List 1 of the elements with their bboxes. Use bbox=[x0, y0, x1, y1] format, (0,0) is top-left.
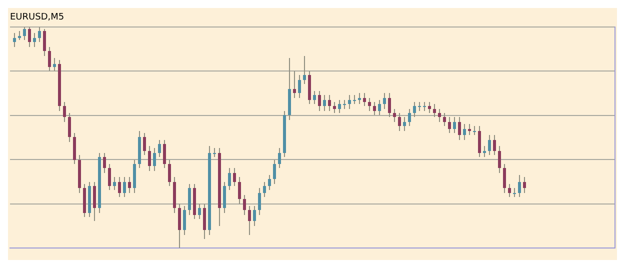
chart-title: EURUSD,M5 bbox=[10, 12, 64, 23]
